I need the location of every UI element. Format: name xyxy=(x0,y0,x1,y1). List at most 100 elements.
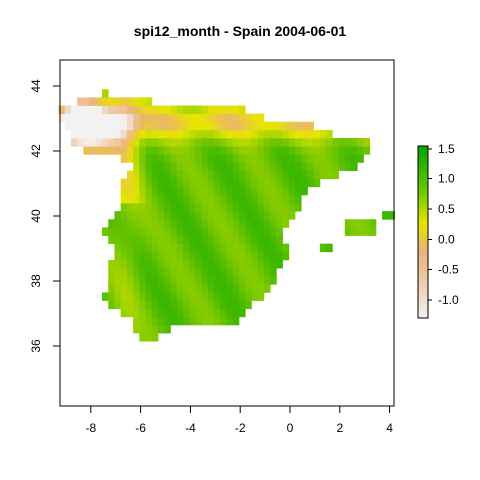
raster-cell xyxy=(245,178,252,188)
raster-cell xyxy=(182,121,190,131)
raster-cell xyxy=(170,129,178,139)
raster-cell xyxy=(158,194,165,204)
raster-cell xyxy=(220,105,227,115)
raster-cell xyxy=(195,105,202,115)
raster-cell xyxy=(114,227,122,236)
raster-cell xyxy=(189,186,196,196)
raster-cell xyxy=(133,138,140,147)
raster-cell xyxy=(120,154,128,163)
raster-cell xyxy=(270,259,277,269)
raster-cell xyxy=(139,105,146,115)
raster-cell xyxy=(170,162,178,171)
raster-cell xyxy=(170,211,178,220)
raster-cell xyxy=(164,284,171,293)
raster-cell xyxy=(151,300,159,310)
raster-cell xyxy=(263,243,271,253)
raster-cell xyxy=(201,292,209,301)
raster-cell xyxy=(164,251,171,261)
raster-cell xyxy=(145,113,153,123)
raster-cell xyxy=(151,251,159,261)
raster-cell xyxy=(133,251,140,261)
raster-cell xyxy=(108,105,115,115)
raster-cell xyxy=(158,227,165,236)
raster-cell xyxy=(164,292,171,301)
raster-cell xyxy=(257,259,265,269)
raster-cell xyxy=(126,170,134,180)
raster-cell xyxy=(195,276,202,285)
raster-cell xyxy=(108,129,115,139)
raster-cell xyxy=(369,227,377,236)
raster-cell xyxy=(232,268,240,277)
raster-cell xyxy=(226,292,234,301)
raster-cell xyxy=(77,138,84,147)
raster-cell xyxy=(195,308,202,318)
raster-cell xyxy=(294,203,302,212)
raster-cell xyxy=(195,154,202,163)
raster-cell xyxy=(170,170,178,180)
raster-cell xyxy=(170,292,178,301)
raster-cell xyxy=(238,170,246,180)
legend-tick: -1.0 xyxy=(428,293,459,307)
raster-cell xyxy=(232,170,240,180)
raster-cell xyxy=(170,138,178,147)
raster-cell xyxy=(164,121,171,131)
raster-cell xyxy=(245,194,252,204)
raster-cell xyxy=(238,138,246,147)
raster-cell xyxy=(126,227,134,236)
raster-cell xyxy=(164,162,171,171)
raster-cell xyxy=(332,162,339,171)
raster-cell xyxy=(189,300,196,310)
raster-cell xyxy=(207,219,215,228)
raster-cell xyxy=(313,138,321,147)
raster-cell xyxy=(238,146,246,155)
raster-cell xyxy=(226,194,234,204)
raster-cell xyxy=(64,121,72,131)
x-tick-label: -8 xyxy=(85,421,96,435)
raster-cell xyxy=(133,203,140,212)
raster-cell xyxy=(344,138,352,147)
raster-cell xyxy=(189,251,196,261)
raster-cell xyxy=(108,235,115,245)
raster-cell xyxy=(120,235,128,245)
raster-cell xyxy=(158,276,165,285)
raster-cell xyxy=(108,138,115,147)
raster-cell xyxy=(114,97,122,106)
raster-cell xyxy=(214,292,221,301)
raster-cell xyxy=(294,146,302,155)
raster-cell xyxy=(344,146,352,155)
raster-cell xyxy=(189,105,196,115)
raster-cell xyxy=(257,194,265,204)
raster-cell xyxy=(257,113,265,123)
raster-cell xyxy=(294,170,302,180)
raster-cell xyxy=(201,113,209,123)
raster-cell xyxy=(344,227,352,236)
raster-cell xyxy=(232,121,240,131)
raster-cell xyxy=(108,219,115,228)
raster-cell xyxy=(176,186,184,196)
raster-cell xyxy=(214,276,221,285)
raster-cell xyxy=(263,186,271,196)
raster-cell xyxy=(270,203,277,212)
raster-cell xyxy=(83,121,90,131)
raster-cell xyxy=(232,251,240,261)
raster-cell xyxy=(151,268,159,277)
raster-cell xyxy=(245,268,252,277)
raster-cell xyxy=(120,146,128,155)
raster-cell xyxy=(170,219,178,228)
raster-cell xyxy=(114,259,122,269)
raster-cell xyxy=(257,178,265,188)
raster-cell xyxy=(282,170,290,180)
raster-cell xyxy=(151,219,159,228)
raster-cell xyxy=(257,243,265,253)
raster-cell xyxy=(158,113,165,123)
raster-cell xyxy=(214,316,221,326)
raster-cell xyxy=(270,235,277,245)
raster-cell xyxy=(251,154,259,163)
raster-cell xyxy=(158,211,165,220)
legend-tick-label: -1.0 xyxy=(438,293,459,307)
raster-cell xyxy=(238,259,246,269)
raster-cell xyxy=(120,113,128,123)
raster-cell xyxy=(139,292,146,301)
raster-cell xyxy=(245,113,252,123)
raster-cell xyxy=(214,219,221,228)
